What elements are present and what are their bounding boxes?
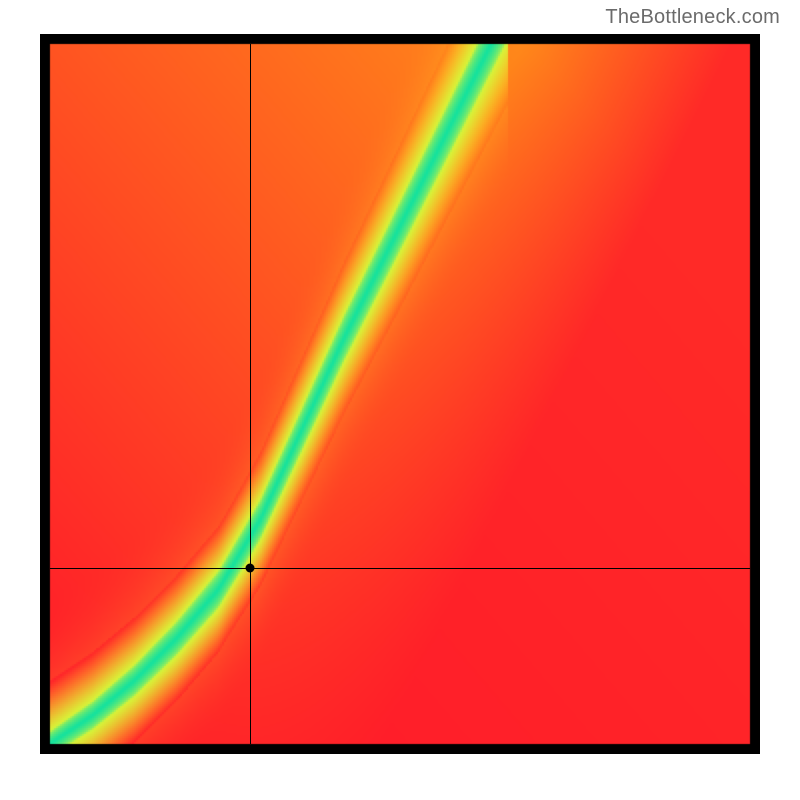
plot-frame [40, 34, 760, 754]
crosshair-horizontal [50, 568, 750, 569]
watermark: TheBottleneck.com [605, 6, 780, 29]
selected-point[interactable] [245, 563, 254, 572]
crosshair-vertical [250, 44, 251, 744]
heatmap-canvas [40, 34, 760, 754]
